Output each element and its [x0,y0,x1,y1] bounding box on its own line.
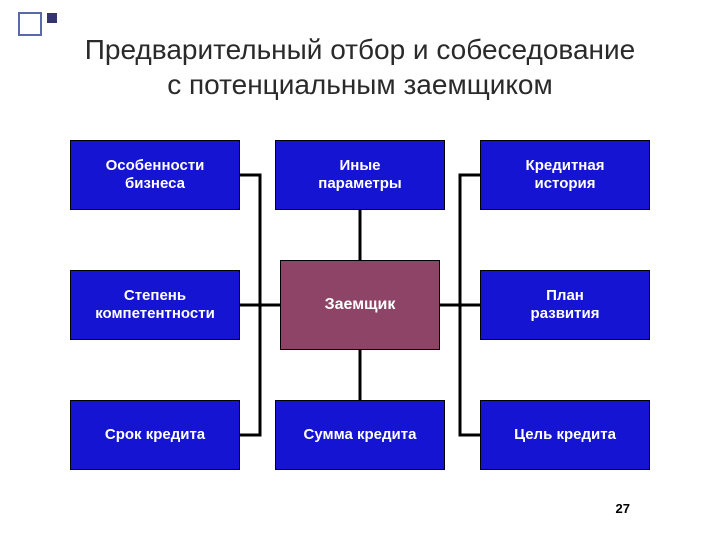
page-title: Предварительный отбор и собеседование с … [0,32,720,102]
diagram-node-comp: Степень компетентности [70,270,240,340]
diagram-node-hist: Кредитная история [480,140,650,210]
page-number: 27 [616,501,630,516]
diagram-node-plan: План развития [480,270,650,340]
title-line-2: с потенциальным заемщиком [167,69,553,100]
diagram-node-term: Срок кредита [70,400,240,470]
diagram-node-goal: Цель кредита [480,400,650,470]
diagram-node-biz: Особенности бизнеса [70,140,240,210]
connector-hist [440,175,480,305]
connector-goal [440,305,480,435]
diagram-node-sum: Сумма кредита [275,400,445,470]
title-line-1: Предварительный отбор и собеседование [85,34,635,65]
connector-biz [240,175,280,305]
decor-square-small [47,13,57,23]
diagram-node-other: Иные параметры [275,140,445,210]
connector-term [240,305,280,435]
diagram-center: Заемщик [280,260,440,350]
diagram-canvas: Заемщик Особенности бизнеса Иные параметры… [60,130,660,480]
